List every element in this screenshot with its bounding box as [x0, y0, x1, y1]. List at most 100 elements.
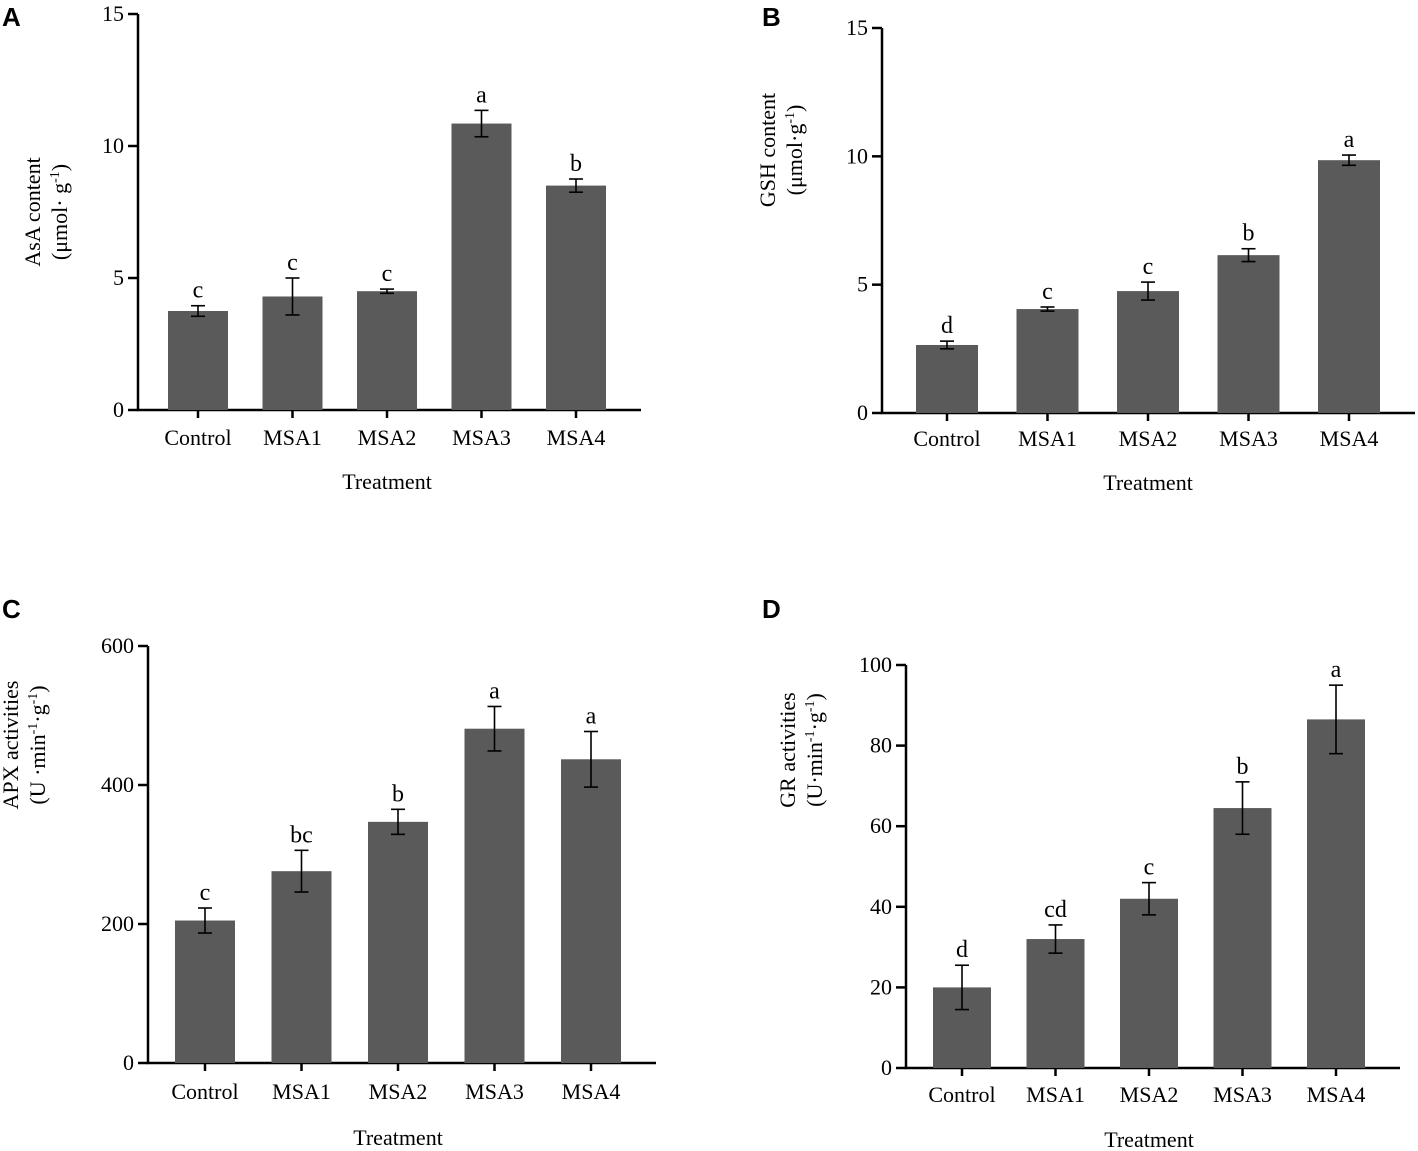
y-tick-label: 10	[102, 133, 124, 158]
y-tick-label: 200	[101, 911, 134, 936]
x-tick-label: Control	[164, 425, 231, 450]
significance-letter: a	[489, 678, 500, 704]
y-tick-label: 80	[870, 733, 892, 758]
x-tick-label: MSA2	[369, 1079, 428, 1104]
x-tick-label: Control	[928, 1082, 995, 1107]
y-tick-label: 60	[870, 813, 892, 838]
unit-superscript-2: -1	[26, 693, 41, 705]
bar-msa3	[464, 728, 525, 1063]
unit-superscript-2: -1	[803, 700, 818, 712]
significance-letter: d	[956, 937, 968, 963]
y-tick-label: 600	[101, 633, 134, 658]
significance-letter: bc	[290, 822, 313, 848]
x-tick-label: MSA1	[263, 425, 322, 450]
significance-letter: a	[1344, 127, 1355, 153]
y-axis-title-unit: (μmol· g-1)	[47, 164, 72, 260]
significance-letter: b	[1243, 221, 1255, 247]
significance-letter: a	[586, 703, 597, 729]
x-axis-title: Treatment	[342, 469, 432, 494]
y-axis-title: AsA content (μmol· g-1)	[20, 157, 72, 266]
significance-letter: cd	[1044, 897, 1067, 923]
y-tick-label: 10	[846, 143, 868, 168]
x-tick-label: MSA2	[358, 425, 417, 450]
panel-label: B	[762, 2, 781, 32]
bar-msa4	[546, 185, 606, 410]
bar-control	[916, 344, 978, 413]
significance-letter: c	[1144, 855, 1155, 881]
significance-letter: c	[1042, 279, 1053, 305]
x-tick-label: MSA2	[1120, 1082, 1179, 1107]
unit-superscript: -1	[803, 730, 818, 742]
y-axis-title-line1: GR activities	[775, 692, 800, 807]
bar-msa2	[357, 291, 417, 410]
chart-panel-d: D 0 20 40 60 80 100 d Control cd MSA1 c MSA2 b MSA3 a MS…	[762, 594, 1400, 1151]
y-tick-label: 5	[113, 265, 124, 290]
bar-msa1	[271, 871, 332, 1063]
x-tick-label: MSA4	[1307, 1082, 1366, 1107]
y-tick-label: 5	[857, 272, 868, 297]
x-tick-label: MSA4	[1320, 426, 1379, 451]
significance-letter: c	[193, 278, 204, 304]
significance-letter: b	[1237, 754, 1249, 780]
unit-end: )	[25, 685, 50, 692]
unit-superscript: -1	[783, 112, 798, 124]
y-tick-label: 0	[113, 397, 124, 422]
significance-letter: c	[382, 261, 393, 287]
bar-msa4	[1318, 160, 1380, 413]
panel-label: A	[2, 2, 21, 32]
unit-superscript: -1	[48, 171, 63, 183]
bar-msa3	[1217, 255, 1280, 413]
y-axis-title-line1: GSH content	[755, 93, 780, 207]
x-axis-title: Treatment	[1103, 470, 1193, 495]
y-tick-label: 40	[870, 894, 892, 919]
significance-letter: c	[1143, 254, 1154, 280]
y-tick-label: 15	[846, 15, 868, 40]
significance-letter: a	[476, 82, 487, 108]
bar-msa3	[1213, 808, 1272, 1068]
unit-base: (μmol·g	[782, 124, 807, 196]
significance-letter: c	[287, 250, 298, 276]
y-axis-title: APX activities (U ·min-1·g-1)	[0, 681, 50, 810]
significance-letter: b	[392, 781, 404, 807]
panel-label: D	[762, 594, 781, 624]
y-axis-title-line1: AsA content	[20, 157, 45, 266]
bar-control	[175, 920, 235, 1063]
x-tick-label: Control	[171, 1079, 238, 1104]
bar-msa4	[561, 759, 621, 1063]
bar-msa2	[1117, 291, 1179, 413]
bar-msa2	[1120, 898, 1178, 1068]
x-tick-label: MSA3	[465, 1079, 524, 1104]
y-axis-title-unit: (U·min-1·g-1)	[802, 693, 827, 807]
significance-letter: a	[1331, 657, 1342, 683]
x-tick-label: MSA1	[1026, 1082, 1085, 1107]
y-axis-title-unit: (U ·min-1·g-1)	[25, 685, 50, 804]
chart-panel-a: A 0 5 10 15 c Control c MSA1 c MSA2 a MSA3 b MSA4 Treat…	[2, 1, 641, 494]
bar-msa2	[368, 821, 428, 1063]
chart-panel-c: C 0 200 400 600 c Control bc MSA1 b MSA2 a MSA3 a MSA4…	[0, 594, 656, 1150]
y-tick-label: 0	[881, 1055, 892, 1080]
bar-msa1	[1026, 939, 1085, 1068]
unit-superscript: -1	[26, 723, 41, 735]
x-tick-label: MSA3	[1213, 1082, 1272, 1107]
unit-mid: ·g	[25, 704, 50, 722]
y-tick-label: 20	[870, 974, 892, 999]
x-tick-label: MSA1	[1018, 426, 1077, 451]
y-axis-title-unit: (μmol·g-1)	[782, 105, 807, 196]
y-tick-label: 15	[102, 1, 124, 26]
x-axis-title: Treatment	[353, 1125, 443, 1150]
x-tick-label: MSA3	[452, 425, 511, 450]
unit-base: (μmol· g	[47, 183, 72, 260]
chart-panel-b: B 0 5 10 15 d Control c MSA1 c MSA2 b MSA3 a MSA4 Treat…	[755, 2, 1415, 495]
significance-letter: b	[570, 151, 582, 177]
bar-msa1	[1016, 309, 1079, 413]
significance-letter: d	[941, 313, 953, 339]
y-tick-label: 100	[859, 652, 892, 677]
bar-control	[168, 311, 228, 410]
bar-msa3	[451, 123, 512, 410]
x-tick-label: MSA1	[272, 1079, 331, 1104]
panel-label: C	[2, 594, 21, 624]
x-tick-label: MSA3	[1219, 426, 1278, 451]
y-axis-title: GR activities (U·min-1·g-1)	[775, 692, 827, 807]
y-axis-title-line1: APX activities	[0, 681, 23, 810]
y-axis-title: GSH content (μmol·g-1)	[755, 93, 807, 207]
